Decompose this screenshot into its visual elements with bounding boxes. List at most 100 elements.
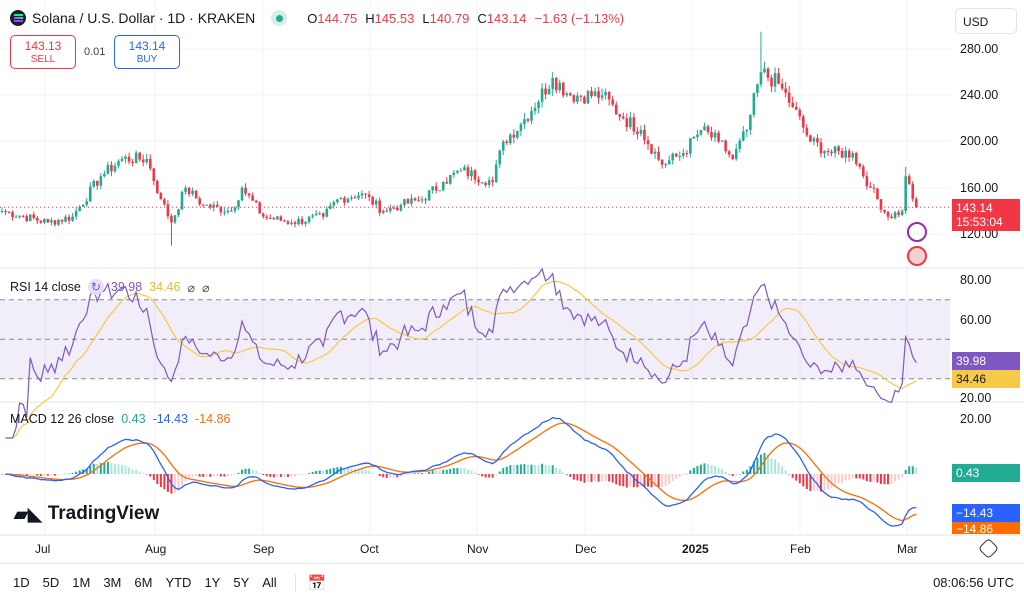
sell-price: 143.13: [24, 39, 62, 53]
refresh-icon[interactable]: ↻: [87, 279, 104, 295]
macd-histogram-bar: [57, 474, 60, 475]
macd-histogram-bar: [315, 471, 318, 474]
last-price: 143.14: [956, 201, 993, 215]
candle-body: [480, 182, 484, 184]
candle-body: [74, 211, 78, 217]
candle-body: [907, 176, 911, 184]
candle-body: [646, 140, 650, 145]
macd-histogram-bar: [121, 464, 124, 474]
macd-histogram-bar: [795, 474, 798, 481]
macd-histogram-bar: [431, 470, 434, 474]
macd-histogram-bar: [791, 474, 794, 478]
candle-body: [194, 190, 198, 199]
macd-histogram-bar: [361, 469, 364, 474]
macd-histogram-bar: [657, 474, 660, 487]
low-label: L: [422, 10, 430, 26]
macd-histogram-bar: [689, 470, 692, 474]
utc-clock[interactable]: 08:06:56 UTC: [933, 575, 1014, 590]
range-button-all[interactable]: All: [262, 575, 277, 590]
candle-body: [600, 95, 604, 98]
range-button-1m[interactable]: 1M: [72, 575, 91, 590]
buy-button[interactable]: 143.14 BUY: [114, 35, 180, 69]
candle-body: [445, 181, 449, 184]
rsi-ma-tag: 34.46: [952, 370, 1020, 388]
candle-body: [43, 218, 46, 223]
macd-histogram-bar: [897, 474, 900, 480]
price-axis-label: 160.00: [960, 181, 998, 195]
range-button-ytd[interactable]: YTD: [165, 575, 192, 590]
candle-body: [124, 156, 127, 159]
candle-body: [389, 207, 392, 212]
macd-histogram-bar: [156, 474, 159, 484]
candle-body: [339, 197, 343, 200]
macd-histogram-bar: [819, 474, 822, 492]
range-button-5d[interactable]: 5D: [42, 575, 60, 590]
candle-body: [371, 196, 374, 205]
candle-body: [208, 204, 212, 208]
macd-histogram-bar: [714, 465, 717, 474]
candle-body: [791, 102, 795, 107]
chart-canvas[interactable]: 280.00240.00200.00160.00120.0080.0060.00…: [0, 0, 1024, 563]
macd-histogram-bar: [329, 468, 332, 474]
candle-body: [230, 210, 233, 212]
range-button-1d[interactable]: 1D: [13, 575, 30, 590]
macd-title[interactable]: MACD 12 26 close: [10, 412, 115, 426]
macd-histogram-bar: [350, 468, 353, 474]
candle-body: [406, 199, 410, 204]
macd-histogram-bar: [149, 474, 152, 477]
symbol-title[interactable]: Solana / U.S. Dollar · 1D · KRAKEN: [32, 10, 256, 26]
macd-histogram-bar: [75, 471, 78, 474]
macd-histogram-bar: [661, 474, 664, 487]
candle-body: [314, 213, 318, 216]
candle-body: [494, 164, 498, 182]
macd-histogram-bar: [809, 474, 812, 491]
us-flag-event-icon[interactable]: [907, 246, 927, 266]
macd-histogram-bar: [25, 474, 28, 477]
candle-body: [752, 93, 756, 115]
candle-body: [283, 220, 286, 222]
macd-legend: MACD 12 26 close 0.43 -14.43 -14.86: [10, 412, 230, 426]
macd-histogram-bar: [279, 474, 282, 478]
candle-body: [145, 158, 149, 163]
macd-histogram-bar: [774, 459, 777, 474]
rsi-ma-value: 34.46: [149, 280, 181, 294]
macd-histogram-bar: [131, 469, 134, 474]
macd-histogram-bar: [304, 474, 307, 475]
macd-histogram-bar: [463, 468, 466, 474]
rsi-title[interactable]: RSI 14 close: [10, 280, 81, 294]
range-button-3m[interactable]: 3M: [103, 575, 122, 590]
candle-body: [434, 186, 438, 191]
date-range-icon[interactable]: 📅: [294, 573, 326, 592]
range-button-5y[interactable]: 5Y: [233, 575, 250, 590]
candle-body: [67, 216, 71, 221]
tradingview-logo[interactable]: ▰◣ TradingView: [14, 503, 159, 525]
sell-button[interactable]: 143.13 SELL: [10, 35, 76, 69]
macd-histogram-bar: [664, 474, 667, 487]
candle-body: [201, 204, 205, 206]
macd-histogram-bar: [721, 469, 724, 474]
macd-histogram-bar: [449, 468, 452, 474]
candle-body: [759, 72, 763, 85]
macd-histogram-bar: [399, 474, 402, 477]
macd-histogram-bar: [68, 473, 71, 475]
candle-body: [103, 173, 106, 177]
candle-body: [745, 129, 749, 132]
candle-body: [516, 130, 519, 138]
range-button-1y[interactable]: 1Y: [204, 575, 221, 590]
macd-histogram-bar: [311, 472, 314, 474]
candle-body: [191, 190, 194, 195]
rsi-line: [5, 267, 917, 439]
lightning-event-icon[interactable]: [907, 222, 927, 242]
rsi-value-tag: 39.98: [952, 352, 1020, 370]
candle-body: [88, 186, 92, 202]
macd-histogram-bar: [53, 474, 56, 476]
range-button-6m[interactable]: 6M: [134, 575, 153, 590]
candle-body: [501, 141, 505, 151]
buy-label: BUY: [136, 54, 158, 65]
candle-body: [879, 199, 883, 210]
candle-body: [833, 146, 837, 154]
candle-body: [265, 216, 269, 218]
candle-body: [890, 216, 893, 219]
candle-body: [816, 138, 819, 143]
currency-select[interactable]: USD: [955, 8, 1017, 34]
